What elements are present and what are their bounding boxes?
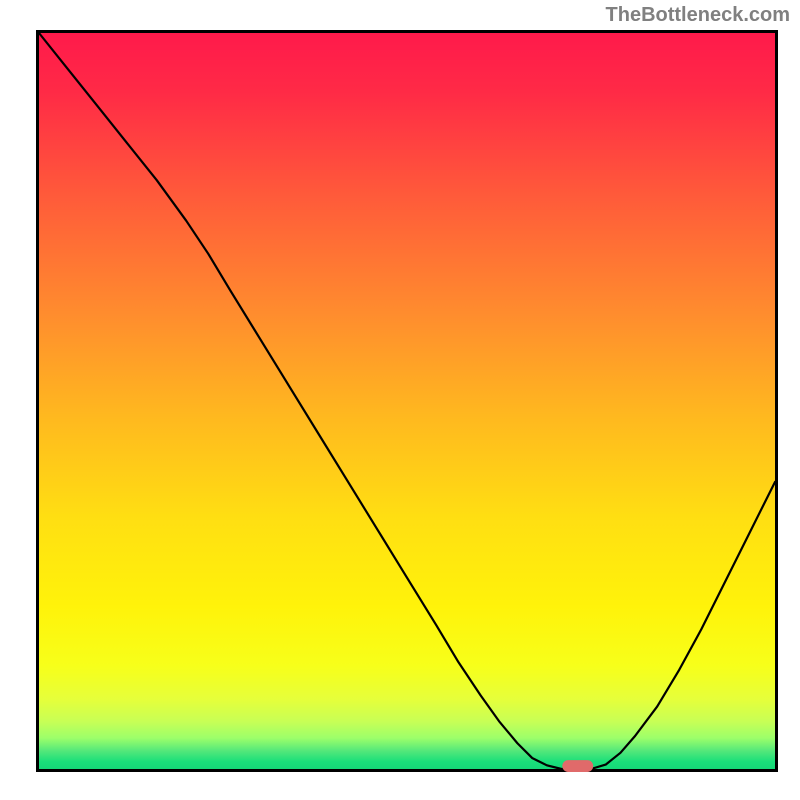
chart-root: TheBottleneck.com xyxy=(0,0,800,800)
chart-plot-area xyxy=(36,30,778,772)
chart-background-gradient xyxy=(39,33,775,769)
chart-svg xyxy=(36,30,778,772)
optimal-point-marker xyxy=(562,760,593,772)
attribution-text: TheBottleneck.com xyxy=(606,4,790,27)
